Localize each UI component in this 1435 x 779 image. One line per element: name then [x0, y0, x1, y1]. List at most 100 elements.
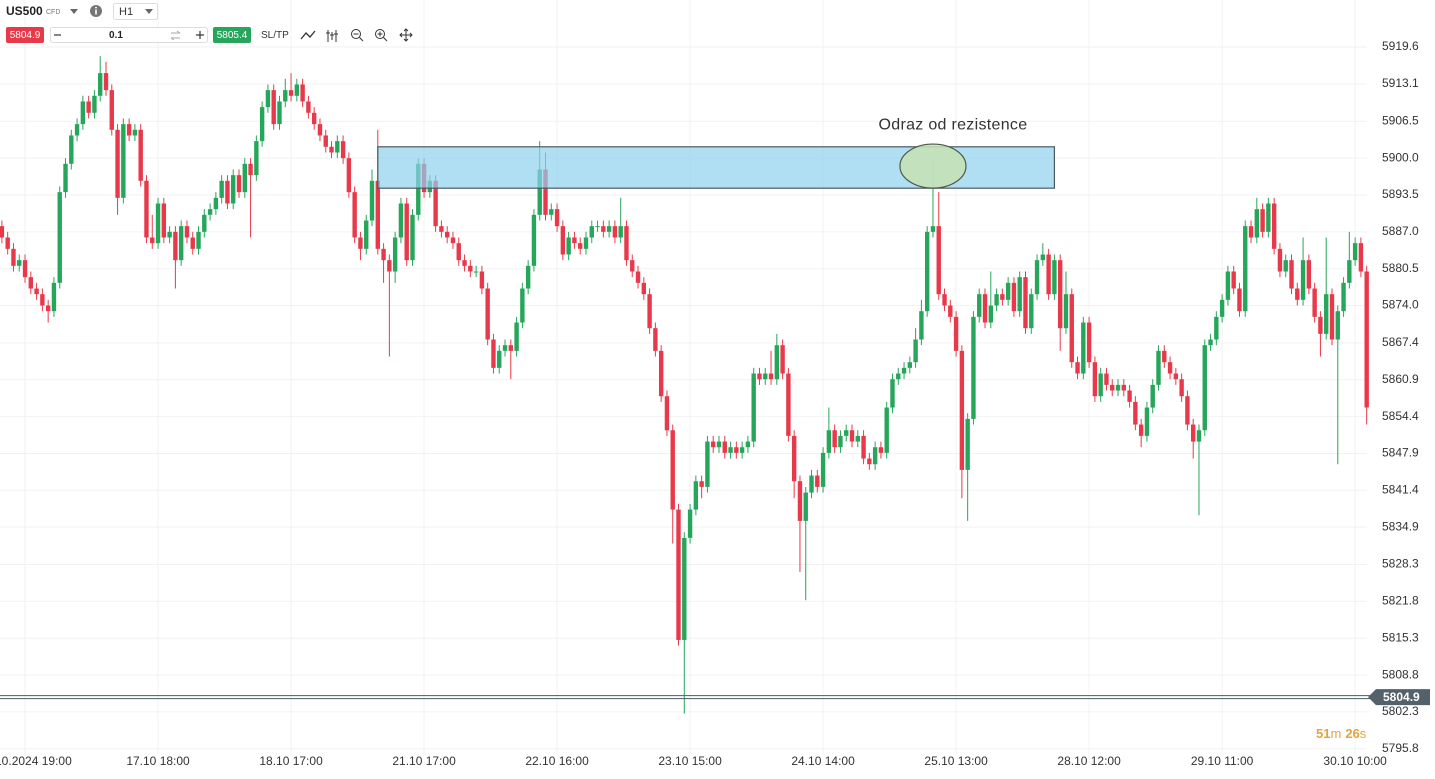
y-tick-label: 5808.8 — [1382, 667, 1419, 681]
candle-body — [265, 90, 271, 108]
timeframe: H1 — [119, 6, 133, 18]
sell-button[interactable] — [6, 27, 44, 43]
candle-body — [716, 441, 722, 448]
sltp-button[interactable]: SL/TP — [261, 30, 289, 41]
x-tick-label: 17.10 18:00 — [126, 754, 190, 768]
buy-price: 5805.4 — [217, 30, 248, 41]
zoom-in-icon — [377, 31, 388, 42]
highlight-ellipse — [899, 143, 967, 189]
candle-body — [508, 345, 514, 351]
candle-body — [849, 430, 855, 442]
candle-body — [1034, 260, 1040, 295]
candle-body — [468, 265, 473, 272]
candle-body — [815, 475, 820, 487]
timeframe-select[interactable] — [113, 3, 158, 20]
candle-body — [924, 231, 930, 312]
candle-body — [11, 248, 16, 266]
symbol[interactable]: US500 — [6, 4, 43, 18]
buy-button[interactable] — [213, 27, 251, 43]
grid — [0, 0, 1367, 755]
candle-body — [896, 373, 901, 380]
candle-body — [624, 226, 629, 261]
candle-body — [791, 435, 797, 482]
x-tick-label: 28.10 12:00 — [1057, 754, 1121, 768]
zoom-out-icon[interactable] — [351, 29, 361, 39]
candle-body — [497, 350, 502, 368]
candle-body — [977, 294, 982, 317]
quantity[interactable]: 0.1 — [109, 30, 123, 41]
candle-body — [1075, 362, 1080, 374]
candle-body — [1017, 277, 1022, 312]
candle-body — [988, 305, 993, 323]
candle-body — [1312, 288, 1317, 317]
candle-body — [514, 322, 519, 351]
quantity-box — [50, 27, 208, 43]
swap-icon[interactable] — [170, 30, 181, 41]
line-tool-icon[interactable] — [300, 30, 316, 40]
candle-body — [317, 124, 323, 136]
candle-body — [1185, 396, 1190, 425]
candle-body — [1092, 362, 1098, 397]
candle-body — [838, 435, 843, 448]
candle-body — [398, 203, 404, 238]
candle-body — [1011, 282, 1017, 312]
candle-body — [248, 163, 253, 176]
pan-icon[interactable] — [399, 28, 413, 42]
y-tick-label: 5874.0 — [1382, 298, 1419, 312]
candle-body — [867, 458, 872, 465]
candle-body — [554, 209, 560, 227]
candle-body — [589, 226, 594, 238]
candle-body — [763, 373, 768, 380]
candle-body — [358, 237, 363, 249]
candle-body — [936, 226, 941, 295]
candle-body — [1167, 362, 1173, 374]
candle-body — [150, 237, 155, 244]
y-tick-label: 5906.5 — [1382, 113, 1419, 127]
candle-body — [1219, 299, 1225, 317]
candle-body — [28, 277, 34, 289]
candle-body — [890, 379, 895, 408]
candle-body — [236, 175, 242, 193]
candle-body — [595, 226, 600, 228]
info-icon-bar — [95, 9, 97, 15]
candle-type-icon[interactable] — [326, 30, 338, 42]
dropdown-arrow[interactable] — [70, 9, 78, 14]
candle-body — [450, 237, 456, 244]
candle-body — [1046, 254, 1051, 295]
candle-body — [74, 124, 80, 136]
candle-body — [323, 135, 328, 147]
x-tick-label: 24.10 14:00 — [791, 754, 855, 768]
candle-body — [578, 243, 583, 249]
candle-body — [479, 271, 485, 289]
candle-body — [311, 112, 317, 125]
candle-body — [98, 73, 103, 96]
x-tick-label: 22.10 16:00 — [525, 754, 589, 768]
candle-body — [335, 141, 340, 153]
candle-body — [0, 226, 5, 238]
candle-body — [254, 141, 259, 176]
candle-body — [1121, 384, 1127, 391]
symbol-type: CFD — [46, 9, 60, 16]
toolbar: US500 CFD H1 5804.9 0.1 5805.4 SL/TP — [6, 3, 413, 43]
candle-body — [693, 481, 699, 510]
x-tick-label: 29.10 11:00 — [1191, 754, 1254, 768]
zoom-out-icon — [353, 33, 364, 42]
candle-body — [1283, 260, 1288, 272]
candle-body — [213, 197, 219, 210]
zoom-in-icon[interactable] — [375, 29, 385, 39]
candle-body — [1352, 243, 1358, 261]
y-tick-label: 5900.0 — [1382, 150, 1419, 164]
candle-body — [722, 441, 727, 453]
last-price-tag — [1368, 689, 1430, 706]
candle-body — [242, 163, 247, 193]
candle-body — [369, 180, 375, 221]
y-tick-label: 5815.3 — [1382, 630, 1419, 644]
countdown-seconds: 26 — [1345, 726, 1359, 741]
candle-body — [5, 237, 10, 249]
candle-body — [664, 396, 670, 431]
candle-body — [1133, 401, 1138, 425]
candle-body — [300, 84, 305, 102]
candle-body — [352, 192, 357, 238]
